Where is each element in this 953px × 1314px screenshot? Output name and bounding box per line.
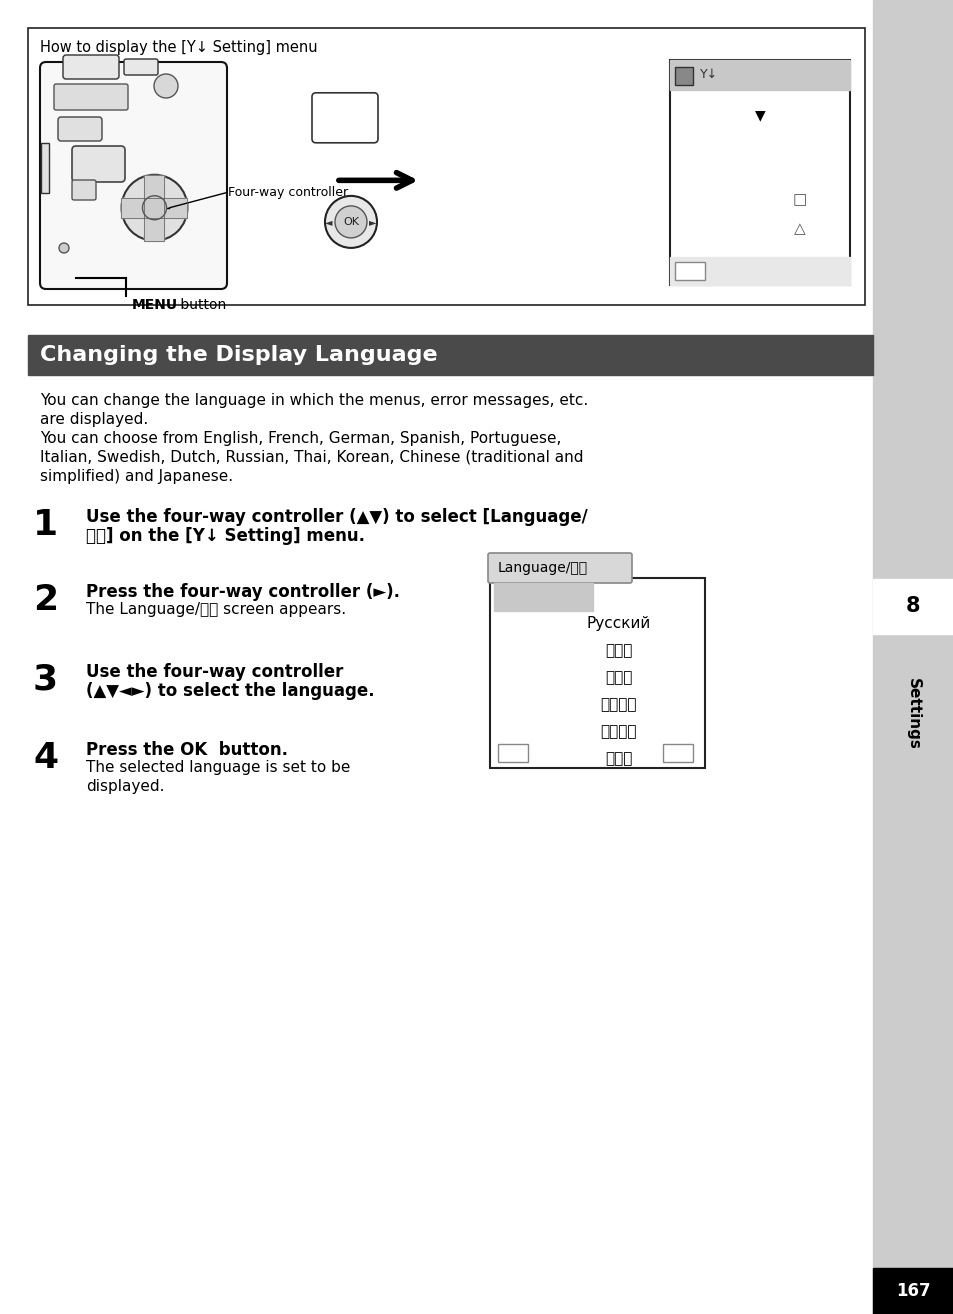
FancyBboxPatch shape [71, 146, 125, 183]
Text: 2: 2 [33, 583, 58, 618]
Text: 8: 8 [905, 597, 920, 616]
Text: You can change the language in which the menus, error messages, etc.: You can change the language in which the… [40, 393, 588, 409]
Text: 3: 3 [33, 664, 58, 696]
Bar [669, 60, 849, 89]
Text: Use the four-way controller: Use the four-way controller [86, 664, 343, 681]
Text: 4: 4 [33, 741, 58, 775]
Text: Y↓: Y↓ [700, 68, 718, 81]
Circle shape [335, 206, 367, 238]
Circle shape [153, 74, 178, 99]
Text: The Language/言語 screen appears.: The Language/言語 screen appears. [86, 602, 346, 618]
Circle shape [142, 196, 167, 219]
Text: □: □ [792, 192, 806, 208]
Text: button: button [175, 298, 226, 311]
Text: Four-way controller: Four-way controller [228, 187, 348, 200]
Text: The selected language is set to be: The selected language is set to be [86, 761, 350, 775]
Bar [497, 744, 527, 762]
Text: 中文简体: 中文简体 [600, 724, 637, 738]
FancyBboxPatch shape [312, 93, 377, 143]
Bar [662, 744, 692, 762]
Text: MENU: MENU [132, 298, 178, 311]
Text: How to display the [Y↓ Setting] menu: How to display the [Y↓ Setting] menu [40, 39, 317, 55]
Text: Settings: Settings [905, 678, 920, 750]
Text: Changing the Display Language: Changing the Display Language [40, 346, 437, 365]
Bar [494, 583, 593, 611]
Bar [121, 197, 188, 218]
Text: (▲▼◄►) to select the language.: (▲▼◄►) to select the language. [86, 682, 375, 700]
Text: ◄: ◄ [325, 217, 333, 227]
Text: Русский: Русский [586, 616, 651, 631]
Text: 日本語: 日本語 [604, 752, 632, 766]
Text: Use the four-way controller (▲▼) to select [Language/: Use the four-way controller (▲▼) to sele… [86, 509, 587, 526]
Text: Press the four-way controller (►).: Press the four-way controller (►). [86, 583, 399, 600]
FancyBboxPatch shape [63, 55, 119, 79]
Circle shape [325, 196, 376, 248]
Bar [144, 175, 164, 240]
Text: You can choose from English, French, German, Spanish, Portuguese,: You can choose from English, French, Ger… [40, 431, 560, 445]
Text: simplified) and Japanese.: simplified) and Japanese. [40, 469, 233, 484]
Bar [121, 197, 188, 218]
Bar [872, 1268, 953, 1314]
FancyBboxPatch shape [54, 84, 128, 110]
FancyBboxPatch shape [124, 59, 158, 75]
Bar [669, 60, 849, 285]
Text: 言語] on the [Y↓ Setting] menu.: 言語] on the [Y↓ Setting] menu. [86, 527, 365, 545]
Text: 1: 1 [33, 509, 58, 541]
Bar [675, 67, 692, 85]
Text: ไทย: ไทย [604, 643, 632, 658]
Circle shape [121, 175, 188, 240]
Text: 中文繁體: 中文繁體 [600, 696, 637, 712]
Text: ▼: ▼ [754, 108, 764, 122]
Circle shape [59, 243, 69, 254]
Bar [872, 579, 953, 633]
Bar [669, 258, 849, 285]
Text: Italian, Swedish, Dutch, Russian, Thai, Korean, Chinese (traditional and: Italian, Swedish, Dutch, Russian, Thai, … [40, 449, 583, 465]
Text: 167: 167 [895, 1282, 930, 1300]
Bar [144, 175, 164, 240]
Text: are displayed.: are displayed. [40, 413, 148, 427]
Text: OK: OK [343, 217, 358, 227]
Bar [872, 0, 953, 1314]
FancyBboxPatch shape [71, 180, 96, 200]
Bar [28, 335, 872, 374]
Text: ►: ► [369, 217, 376, 227]
FancyBboxPatch shape [40, 62, 227, 289]
Text: △: △ [793, 221, 804, 237]
FancyBboxPatch shape [58, 117, 102, 141]
Text: Language/言語: Language/言語 [497, 561, 587, 576]
Bar [28, 28, 864, 305]
Bar [490, 578, 704, 767]
Text: Press the OK  button.: Press the OK button. [86, 741, 288, 759]
Text: displayed.: displayed. [86, 779, 164, 794]
Text: 한국어: 한국어 [604, 670, 632, 685]
Bar [41, 143, 49, 193]
FancyBboxPatch shape [488, 553, 631, 583]
Bar [675, 261, 704, 280]
